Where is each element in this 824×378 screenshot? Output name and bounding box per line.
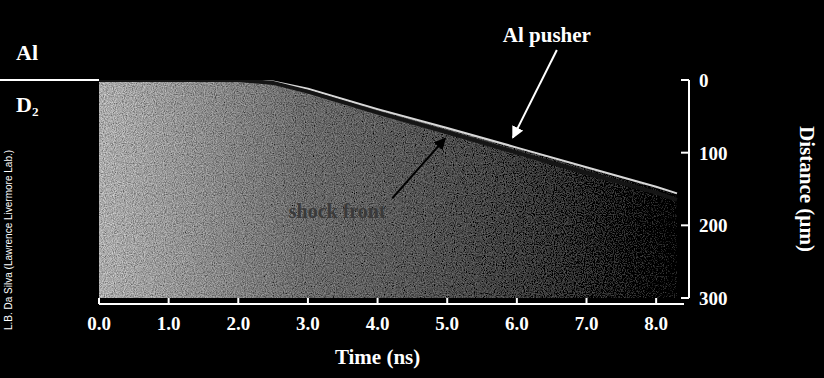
streak-image: Al D₂ L.B. Da Silva (Lawrence Livermore La…	[0, 0, 824, 378]
layer-label: D₂	[16, 92, 39, 117]
x-axis-title: Time (ns)	[335, 345, 420, 369]
annotation-arrow	[392, 138, 445, 198]
y-tick-label: 0	[699, 70, 709, 91]
x-tick	[516, 298, 518, 304]
plot-area	[99, 80, 677, 298]
x-tick-label: 7.0	[575, 313, 599, 334]
x-tick	[307, 298, 309, 304]
x-tick	[655, 298, 657, 304]
x-tick	[237, 298, 239, 304]
x-tick	[446, 298, 448, 304]
x-tick-label: 1.0	[157, 313, 181, 334]
series-line	[99, 80, 677, 200]
y-tick	[681, 297, 689, 299]
annotation-arrow	[513, 50, 557, 138]
interface-line	[0, 79, 99, 81]
y-tick	[681, 152, 689, 154]
d2-region	[99, 80, 677, 298]
x-tick-label: 2.0	[226, 313, 250, 334]
y-tick-label: 100	[699, 143, 728, 164]
x-axis	[99, 303, 684, 305]
x-tick	[98, 298, 100, 304]
series-line	[99, 80, 677, 193]
x-tick-label: 6.0	[505, 313, 529, 334]
y-tick-label: 200	[699, 215, 728, 236]
y-axis	[688, 80, 690, 298]
credit: L.B. Da Silva (Lawrence Livermore Lab.)	[3, 150, 14, 330]
annotation: Al pusher	[503, 23, 591, 47]
y-tick	[681, 79, 689, 81]
x-tick-label: 8.0	[644, 313, 668, 334]
annotation: shock front	[289, 200, 386, 222]
background	[0, 0, 824, 378]
x-tick-label: 0.0	[87, 313, 111, 334]
x-tick	[586, 298, 588, 304]
y-axis-title: Distance (µm)	[795, 126, 819, 252]
x-tick-label: 4.0	[366, 313, 390, 334]
y-tick-label: 300	[699, 288, 728, 309]
x-tick	[377, 298, 379, 304]
x-tick-label: 5.0	[435, 313, 459, 334]
x-tick-label: 3.0	[296, 313, 320, 334]
layer-label: Al	[16, 40, 38, 65]
y-tick	[681, 224, 689, 226]
x-tick	[168, 298, 170, 304]
